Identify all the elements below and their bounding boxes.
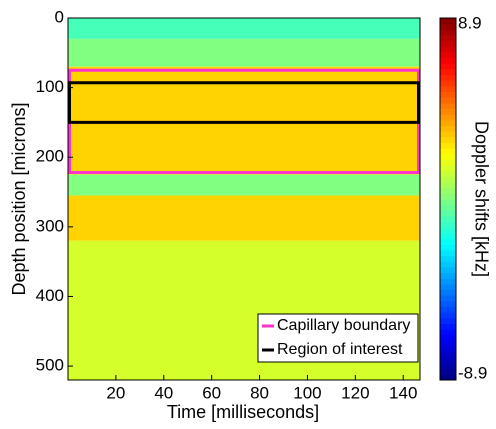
- colorbar-step: [440, 232, 456, 240]
- legend-label: Capillary boundary: [277, 317, 410, 334]
- y-axis-label: Depth position [microns]: [9, 102, 29, 295]
- colorbar-step: [440, 266, 456, 274]
- colorbar-step: [440, 68, 456, 76]
- colorbar-step: [440, 346, 456, 353]
- y-tick-label: 400: [36, 286, 64, 305]
- colorbar-step: [440, 210, 456, 217]
- colorbar-step: [440, 312, 456, 319]
- colorbar-step: [440, 249, 456, 257]
- colorbar-step: [440, 323, 456, 330]
- colorbar-step: [440, 153, 456, 160]
- colorbar-step: [440, 57, 456, 64]
- colorbar-step: [440, 131, 456, 138]
- heat-band: [68, 195, 420, 241]
- colorbar-step: [440, 34, 456, 42]
- colorbar-step: [440, 306, 456, 313]
- colorbar-step: [440, 29, 456, 36]
- colorbar-step: [440, 102, 456, 109]
- colorbar-step: [440, 374, 456, 381]
- plot-frame: [67, 17, 421, 381]
- colorbar-step: [440, 193, 456, 200]
- colorbar-step: [440, 199, 456, 206]
- colorbar-step: [440, 125, 456, 132]
- colorbar-step: [440, 351, 456, 358]
- colorbar-step: [440, 51, 456, 59]
- colorbar-step: [440, 317, 456, 324]
- colorbar-step: [440, 108, 456, 115]
- x-tick-label: 20: [106, 383, 125, 402]
- colorbar-step: [440, 221, 456, 228]
- heat-band: [68, 174, 420, 196]
- colorbar-step: [440, 357, 456, 364]
- colorbar-step: [440, 91, 456, 98]
- colorbar-step: [440, 187, 456, 194]
- heat-band: [68, 66, 420, 175]
- colorbar-step: [440, 272, 456, 279]
- y-tick-label: 500: [36, 356, 64, 375]
- colorbar-step: [440, 182, 456, 189]
- colorbar-step: [440, 18, 456, 25]
- colorbar-step: [440, 283, 456, 290]
- y-tick-label: 200: [36, 147, 64, 166]
- colorbar-step: [440, 329, 456, 336]
- colorbar-step: [440, 159, 456, 166]
- x-tick-label: 100: [293, 383, 321, 402]
- colorbar-step: [440, 334, 456, 341]
- colorbar-step: [440, 40, 456, 47]
- colorbar-step: [440, 368, 456, 375]
- colorbar-step: [440, 363, 456, 370]
- colorbar-step: [440, 74, 456, 81]
- colorbar-step: [440, 46, 456, 53]
- x-tick-label: 60: [202, 383, 221, 402]
- legend-box: [257, 313, 419, 363]
- colorbar-step: [440, 215, 456, 223]
- x-tick-label: 80: [250, 383, 269, 402]
- colorbar-step: [440, 142, 456, 149]
- colorbar-step: [440, 63, 456, 70]
- colorbar-step: [440, 97, 456, 104]
- colorbar-step: [440, 165, 456, 172]
- colorbar-step: [440, 23, 456, 30]
- x-tick-label: 120: [341, 383, 369, 402]
- colorbar-step: [440, 148, 456, 155]
- colorbar-step: [440, 170, 456, 177]
- colorbar-step: [440, 255, 456, 262]
- heat-band: [68, 38, 420, 67]
- y-tick-label: 300: [36, 216, 64, 235]
- colorbar-step: [440, 238, 456, 245]
- colorbar-step: [440, 261, 456, 268]
- heat-band: [68, 18, 420, 39]
- colorbar-step: [440, 114, 456, 121]
- colorbar-step: [440, 340, 456, 347]
- colorbar-step: [440, 204, 456, 211]
- colorbar-step: [440, 85, 456, 93]
- colorbar-step: [440, 80, 456, 87]
- x-axis-label: Time [milliseconds]: [167, 402, 319, 422]
- colorbar-step: [440, 295, 456, 302]
- x-tick-label: 40: [154, 383, 173, 402]
- y-tick-label: 100: [36, 77, 64, 96]
- legend-label: Region of interest: [277, 341, 403, 358]
- colorbar-step: [440, 289, 456, 296]
- colorbar-step: [440, 176, 456, 183]
- colorbar-step: [440, 227, 456, 234]
- colorbar-step: [440, 119, 456, 126]
- colorbar-step: [440, 300, 456, 307]
- x-tick-label: 140: [389, 383, 417, 402]
- colorbar-step: [440, 136, 456, 143]
- colorbar-tick-label: 8.9: [458, 13, 482, 32]
- colorbar-step: [440, 244, 456, 251]
- colorbar-frame: [439, 17, 457, 381]
- colorbar-label: Doppler shifts [kHz]: [471, 121, 491, 277]
- colorbar-step: [440, 278, 456, 285]
- colorbar-tick-label: -8.9: [458, 363, 487, 382]
- y-tick-label: 0: [55, 7, 64, 26]
